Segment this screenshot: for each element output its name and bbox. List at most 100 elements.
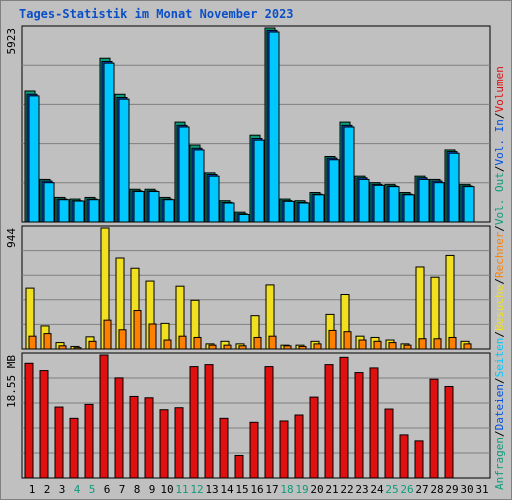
x-tick-label: 8: [134, 483, 141, 496]
bar-seiten-day-2: [43, 182, 55, 223]
bar-rechner-day-24: [373, 340, 382, 350]
legend-entry: /: [493, 112, 506, 119]
bar-seiten-day-5: [88, 199, 100, 223]
bar-seiten-day-1: [28, 95, 40, 223]
bar-seiten-day-17: [268, 31, 280, 223]
legend-entry: Rechner: [493, 231, 506, 278]
x-tick-label: 9: [149, 483, 156, 496]
x-tick-label: 26: [400, 483, 413, 496]
x-tick-label: 29: [445, 483, 458, 496]
bar-rechner-day-23: [358, 339, 367, 350]
right-legend: Anfragen/Dateien/Seiten/Besuche/Rechner/…: [493, 66, 506, 490]
bar-besuche-day-27: [415, 266, 425, 350]
x-tick-label: 1: [29, 483, 36, 496]
bar-volumen-day-12: [189, 366, 199, 479]
legend-entry: /: [493, 225, 506, 232]
bar-seiten-day-18: [283, 200, 295, 223]
bar-volumen-day-3: [54, 406, 64, 479]
bar-volumen-day-17: [264, 366, 274, 479]
bar-rechner-day-4: [73, 347, 82, 350]
bar-rechner-day-14: [223, 344, 232, 350]
bar-volumen-day-24: [369, 367, 379, 479]
x-tick-label: 6: [104, 483, 111, 496]
bar-rechner-day-15: [238, 345, 247, 350]
bar-rechner-day-5: [88, 340, 97, 350]
bar-rechner-day-17: [268, 335, 277, 350]
legend-entry: /: [493, 377, 506, 384]
bar-seiten-day-10: [163, 199, 175, 223]
bar-rechner-day-13: [208, 344, 217, 350]
bar-volumen-day-26: [399, 434, 409, 479]
bar-volumen-day-2: [39, 370, 49, 479]
bar-seiten-day-8: [133, 191, 145, 223]
bar-volumen-day-7: [114, 377, 124, 479]
bar-volumen-day-20: [309, 396, 319, 479]
bar-volumen-day-4: [69, 417, 79, 479]
legend-entry: /: [493, 331, 506, 338]
x-tick-label: 30: [460, 483, 473, 496]
x-tick-label: 23: [355, 483, 368, 496]
bar-rechner-day-21: [328, 329, 337, 350]
x-tick-label: 11: [175, 483, 188, 496]
x-tick-label: 19: [295, 483, 308, 496]
bar-rechner-day-25: [388, 342, 397, 350]
bar-seiten-day-9: [148, 191, 160, 223]
x-tick-label: 12: [190, 483, 203, 496]
bar-seiten-day-12: [193, 149, 205, 223]
chart-title: Tages-Statistik im Monat November 2023: [19, 7, 294, 21]
bar-volumen-day-1: [24, 362, 34, 479]
bar-volumen-day-22: [339, 356, 349, 479]
bar-seiten-day-4: [73, 200, 85, 223]
x-tick-label: 22: [340, 483, 353, 496]
bar-volumen-day-16: [249, 421, 259, 479]
bar-volumen-day-14: [219, 417, 229, 479]
bar-seiten-day-29: [448, 152, 460, 223]
x-tick-label: 25: [385, 483, 398, 496]
x-tick-label: 24: [370, 483, 384, 496]
bar-seiten-day-28: [433, 182, 445, 223]
bar-rechner-day-19: [298, 345, 307, 350]
bar-besuche-day-28: [430, 276, 440, 350]
y-max-label: 5923: [5, 28, 18, 55]
bar-seiten-day-22: [343, 126, 355, 223]
bar-volumen-day-10: [159, 409, 169, 479]
legend-entry: Dateien: [493, 384, 506, 430]
x-tick-label: 5: [89, 483, 96, 496]
bar-seiten-day-14: [223, 202, 235, 223]
bar-seiten-day-3: [58, 199, 70, 223]
bar-rechner-day-18: [283, 345, 292, 350]
bar-volumen-day-11: [174, 407, 184, 479]
bar-seiten-day-25: [388, 186, 400, 223]
legend-entry: Anfragen: [493, 437, 506, 490]
bar-seiten-day-20: [313, 194, 325, 223]
bar-volumen-day-28: [429, 378, 439, 479]
bar-rechner-day-27: [418, 338, 427, 350]
bar-rechner-day-10: [163, 339, 172, 350]
bar-rechner-day-30: [463, 343, 472, 350]
y-max-label: 944: [5, 228, 18, 248]
x-tick-label: 14: [220, 483, 234, 496]
bar-volumen-day-18: [279, 420, 289, 479]
bar-rechner-day-6: [103, 319, 112, 350]
bar-rechner-day-22: [343, 331, 352, 350]
legend-entry: Volumen: [493, 66, 506, 112]
legend-entry: Seiten: [493, 338, 506, 378]
x-tick-label: 2: [44, 483, 51, 496]
legend-entry: /: [493, 165, 506, 172]
x-tick-label: 3: [59, 483, 66, 496]
legend-entry: /: [493, 278, 506, 285]
bar-rechner-day-16: [253, 336, 262, 350]
bar-rechner-day-3: [58, 345, 67, 350]
x-tick-label: 17: [265, 483, 278, 496]
x-tick-label: 31: [475, 483, 488, 496]
x-tick-label: 28: [430, 483, 443, 496]
bar-rechner-day-26: [403, 344, 412, 350]
bar-besuche-day-29: [445, 254, 455, 350]
x-tick-label: 27: [415, 483, 428, 496]
bar-seiten-day-11: [178, 126, 190, 223]
bar-volumen-day-6: [99, 354, 109, 479]
bar-rechner-day-11: [178, 335, 187, 350]
bar-volumen-day-5: [84, 403, 94, 479]
bar-seiten-day-13: [208, 175, 220, 223]
